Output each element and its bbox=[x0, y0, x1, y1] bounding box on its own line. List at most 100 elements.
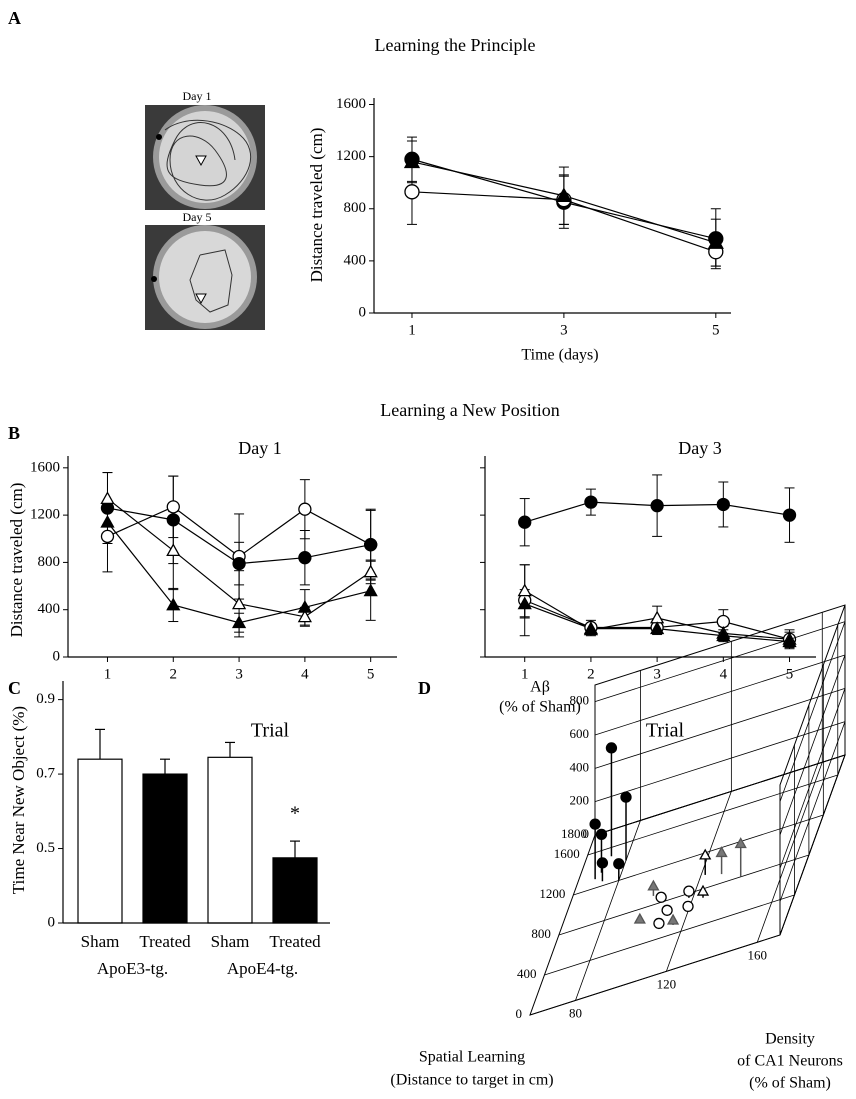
x-tick-label: 1 bbox=[104, 666, 112, 682]
marker bbox=[299, 503, 311, 515]
x-axis-label: of CA1 Neurons bbox=[737, 1053, 843, 1070]
marker bbox=[606, 743, 616, 753]
x-tick-label: 120 bbox=[657, 976, 677, 991]
marker bbox=[590, 819, 600, 829]
bar bbox=[78, 759, 122, 923]
y-tick-label: 1600 bbox=[30, 459, 60, 475]
marker bbox=[101, 530, 113, 542]
chart-title: Learning the Principle bbox=[375, 35, 536, 55]
marker bbox=[167, 514, 179, 526]
y-tick-label: 800 bbox=[344, 200, 367, 216]
marker bbox=[684, 886, 694, 896]
x-tick-label: 3 bbox=[560, 322, 568, 338]
y-tick-label: 0.9 bbox=[36, 691, 55, 707]
x-tick-label: 4 bbox=[301, 666, 309, 682]
z-axis-label: Aβ bbox=[530, 679, 550, 696]
y-tick-label: 0 bbox=[48, 914, 56, 930]
panel-letter: A bbox=[8, 8, 21, 28]
panel-letter: B bbox=[8, 423, 20, 443]
y-tick-label: 400 bbox=[344, 252, 367, 268]
marker bbox=[405, 185, 419, 199]
x-tick-label: 2 bbox=[587, 666, 595, 682]
z-axis-label: (% of Sham) bbox=[499, 699, 581, 716]
x-tick-label: Sham bbox=[211, 932, 250, 951]
y-axis-label: (Distance to target in cm) bbox=[390, 1072, 553, 1089]
marker bbox=[167, 501, 179, 513]
marker bbox=[585, 496, 597, 508]
y-tick-label: 0.5 bbox=[36, 840, 55, 856]
marker bbox=[656, 892, 666, 902]
marker bbox=[717, 498, 729, 510]
x-tick-label: Treated bbox=[269, 932, 321, 951]
x-tick-label: 2 bbox=[170, 666, 178, 682]
z-tick-label: 0 bbox=[583, 826, 590, 841]
arena-photo-day5 bbox=[145, 225, 265, 330]
x-tick-label: Treated bbox=[139, 932, 191, 951]
arena-photo-day1 bbox=[145, 105, 265, 210]
bar bbox=[208, 757, 252, 923]
marker bbox=[651, 500, 663, 512]
bar bbox=[273, 858, 317, 923]
marker bbox=[621, 792, 631, 802]
y-tick-label: 0 bbox=[359, 304, 367, 320]
y-tick-label: 400 bbox=[517, 966, 537, 981]
y-tick-label: 1600 bbox=[554, 846, 580, 861]
marker bbox=[662, 905, 672, 915]
z-tick-label: 600 bbox=[570, 726, 590, 741]
x-axis-label: Trial bbox=[646, 720, 685, 742]
marker bbox=[614, 859, 624, 869]
marker bbox=[299, 552, 311, 564]
bar bbox=[143, 774, 187, 923]
figure: Day 1 Day 5 ALearning the Principle04008… bbox=[0, 0, 856, 1099]
x-axis-label: (% of Sham) bbox=[749, 1075, 831, 1092]
y-tick-label: 0 bbox=[53, 648, 61, 664]
marker bbox=[683, 901, 693, 911]
y-axis-label: Spatial Learning bbox=[419, 1049, 525, 1066]
x-tick-label: 80 bbox=[569, 1005, 582, 1020]
marker bbox=[519, 516, 531, 528]
y-axis-label: Distance traveled (cm) bbox=[7, 483, 26, 638]
x-axis-label: Time (days) bbox=[521, 347, 598, 364]
x-tick-label: Sham bbox=[81, 932, 120, 951]
x-axis-label: Trial bbox=[251, 720, 290, 742]
y-axis-label: Distance traveled (cm) bbox=[307, 128, 326, 283]
marker bbox=[654, 918, 664, 928]
group-label: ApoE4-tg. bbox=[227, 959, 298, 978]
y-tick-label: 1600 bbox=[336, 96, 366, 112]
x-tick-label: 4 bbox=[720, 666, 728, 682]
panel-letter: C bbox=[8, 678, 21, 698]
y-axis-label: Time Near New Object (%) bbox=[9, 706, 28, 894]
x-tick-label: 160 bbox=[748, 947, 768, 962]
annotation: * bbox=[290, 803, 300, 825]
marker bbox=[596, 829, 606, 839]
x-tick-label: 1 bbox=[408, 322, 416, 338]
x-axis-label: Density bbox=[765, 1031, 815, 1048]
x-tick-label: 5 bbox=[367, 666, 375, 682]
group-label: ApoE3-tg. bbox=[97, 959, 168, 978]
marker bbox=[597, 858, 607, 868]
x-tick-label: 3 bbox=[653, 666, 661, 682]
y-tick-label: 1200 bbox=[336, 148, 366, 164]
section-title: Learning a New Position bbox=[380, 400, 559, 420]
z-tick-label: 200 bbox=[570, 793, 590, 808]
marker bbox=[717, 616, 729, 628]
x-tick-label: 3 bbox=[235, 666, 243, 682]
marker bbox=[784, 509, 796, 521]
image-label: Day 1 bbox=[183, 89, 212, 103]
chart-title: Day 1 bbox=[238, 438, 282, 458]
y-tick-label: 1200 bbox=[539, 886, 565, 901]
chart-title: Day 3 bbox=[678, 438, 722, 458]
y-tick-label: 0 bbox=[516, 1006, 523, 1021]
y-tick-label: 800 bbox=[531, 926, 551, 941]
z-tick-label: 400 bbox=[570, 759, 590, 774]
y-tick-label: 0.7 bbox=[36, 766, 55, 782]
image-label: Day 5 bbox=[183, 210, 212, 224]
y-tick-label: 1200 bbox=[30, 507, 60, 523]
y-tick-label: 400 bbox=[38, 601, 61, 617]
x-tick-label: 5 bbox=[786, 666, 794, 682]
x-tick-label: 1 bbox=[521, 666, 529, 682]
marker bbox=[233, 558, 245, 570]
panel-letter: D bbox=[418, 678, 431, 698]
x-tick-label: 5 bbox=[712, 322, 720, 338]
marker bbox=[365, 539, 377, 551]
